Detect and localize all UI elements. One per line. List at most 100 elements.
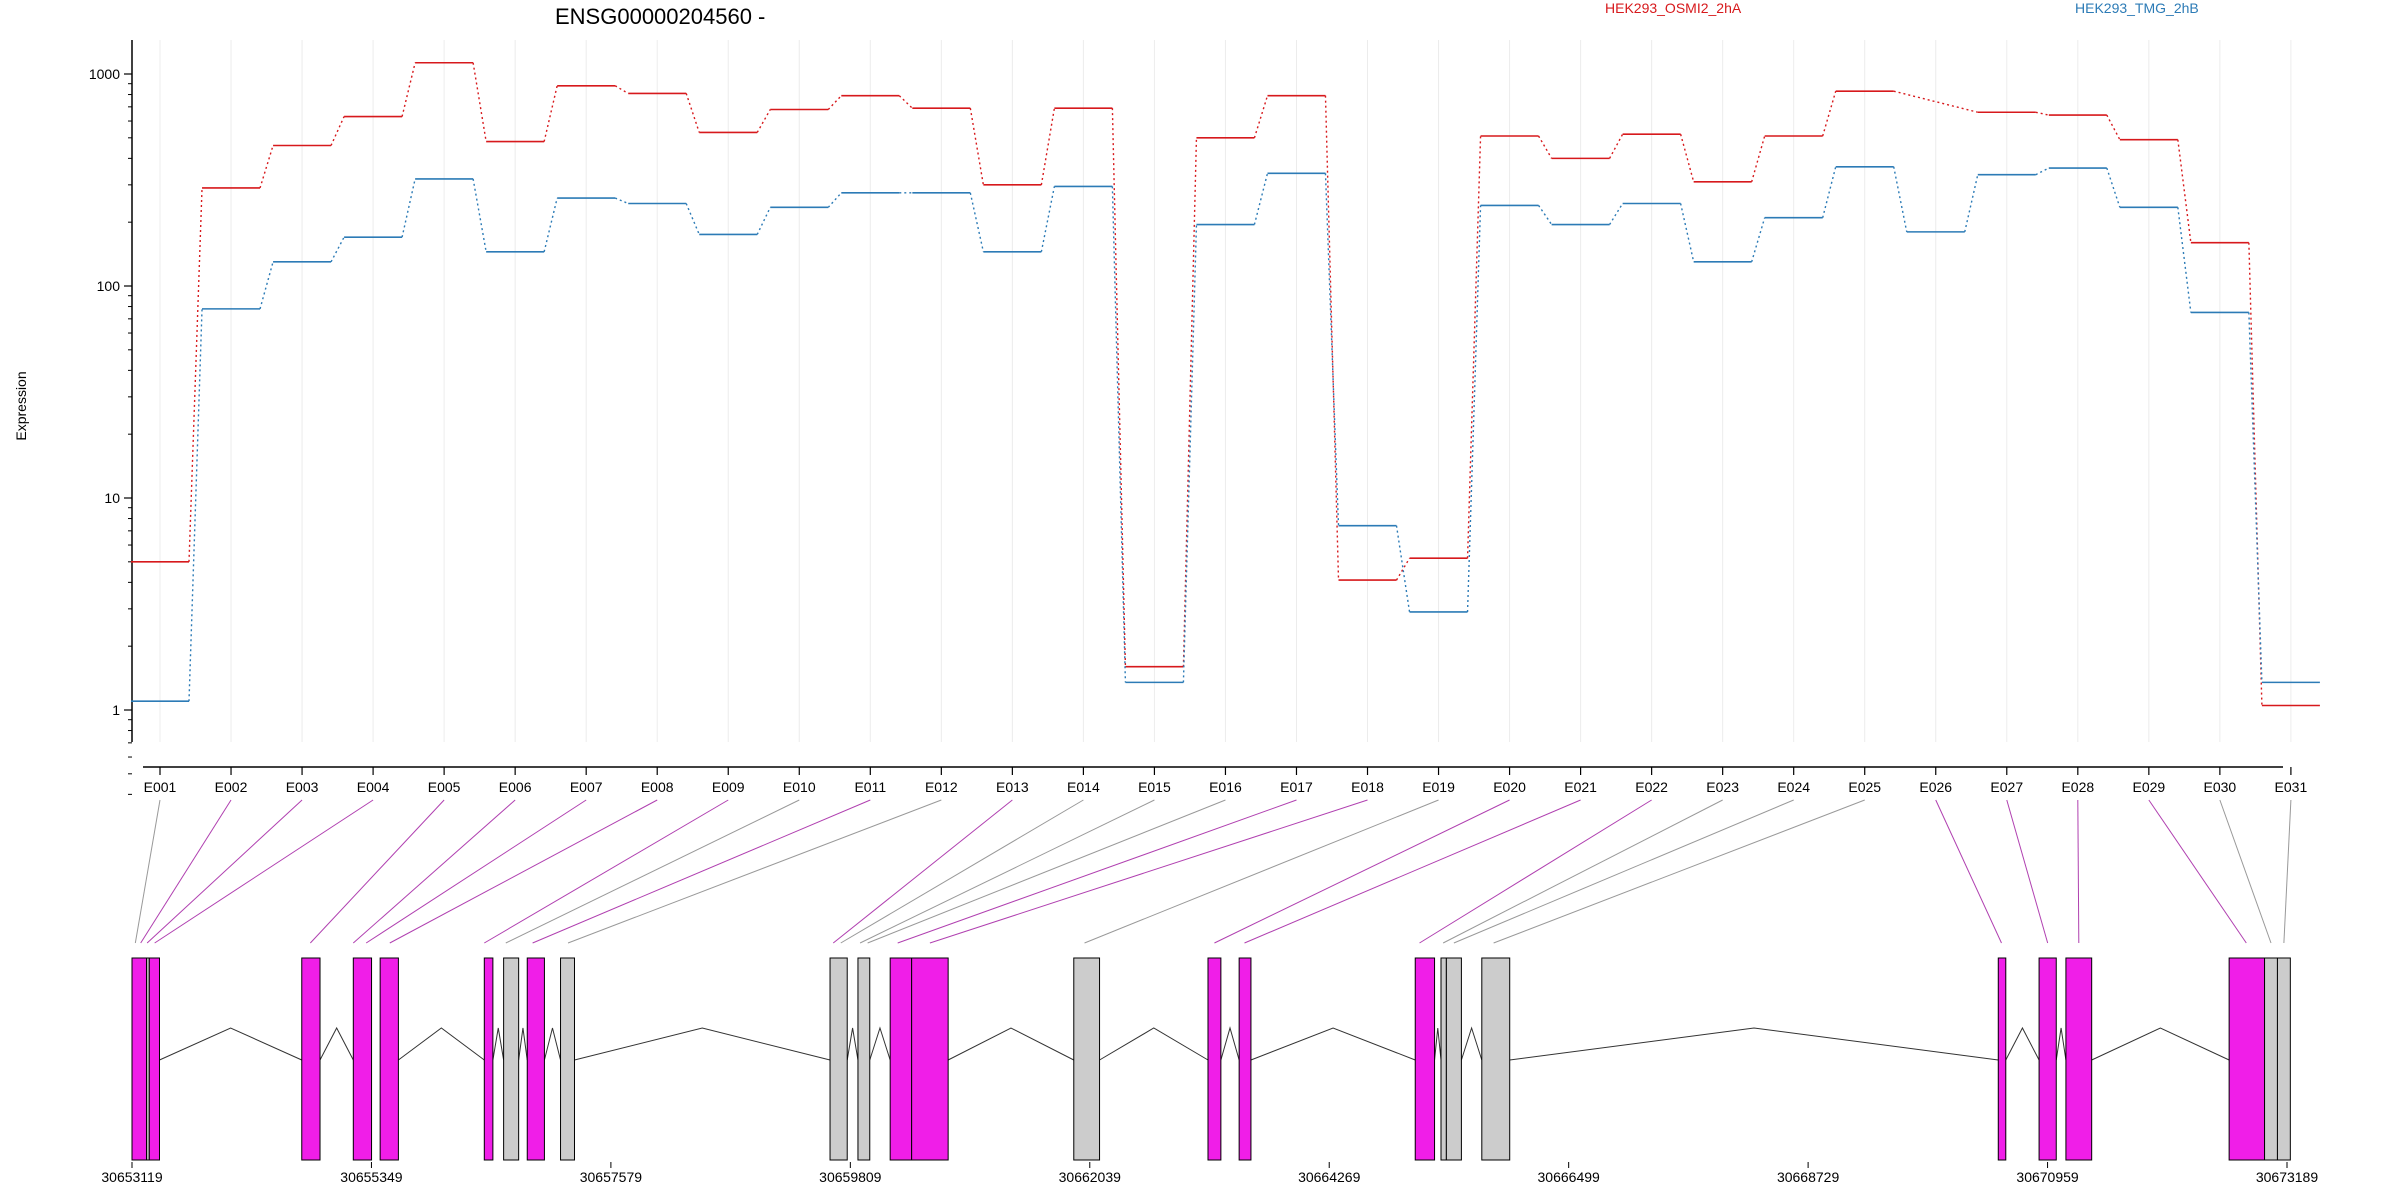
series-2-connector xyxy=(827,192,842,208)
x-tick-label-e020: E020 xyxy=(1493,779,1526,795)
genome-tick-label: 30655349 xyxy=(340,1169,403,1185)
x-tick-label-e007: E007 xyxy=(570,779,603,795)
connector-e029 xyxy=(2148,799,2247,944)
intron-1 xyxy=(159,1027,302,1061)
genome-tick-label: 30659809 xyxy=(819,1169,882,1185)
intron-7 xyxy=(574,1027,831,1061)
connector-e003 xyxy=(146,799,303,944)
x-tick-label-e012: E012 xyxy=(925,779,958,795)
series-2-connector xyxy=(2035,167,2050,176)
series-2-connector xyxy=(1466,205,1482,612)
x-tick-label-e003: E003 xyxy=(286,779,319,795)
series-1-connector xyxy=(401,62,416,117)
y-tick-label: 1000 xyxy=(89,66,120,82)
series-2-connector xyxy=(259,261,274,310)
x-tick-label-e027: E027 xyxy=(1990,779,2023,795)
x-tick-label-e005: E005 xyxy=(428,779,461,795)
x-tick-label-e024: E024 xyxy=(1777,779,1810,795)
connector-e019 xyxy=(1084,799,1439,944)
connector-e006 xyxy=(352,799,516,944)
exon-e027 xyxy=(2276,957,2291,1161)
series-2-connector xyxy=(1253,173,1269,225)
exon-e006 xyxy=(379,957,399,1161)
connector-e012 xyxy=(567,799,942,944)
connector-e009 xyxy=(484,799,729,944)
genome-tick-label: 30653119 xyxy=(101,1169,162,1185)
exon-e021 xyxy=(1481,957,1511,1161)
connector-e002 xyxy=(140,799,232,944)
exon-e011 xyxy=(829,957,848,1161)
connector-e018 xyxy=(929,799,1368,944)
series-2-connector xyxy=(472,178,487,252)
series-1-connector xyxy=(1537,135,1553,159)
x-tick-label-e013: E013 xyxy=(996,779,1029,795)
intron-13 xyxy=(1250,1027,1416,1061)
series-2-connector xyxy=(1609,203,1624,225)
series-2-connector xyxy=(188,308,203,702)
x-tick-label-e006: E006 xyxy=(499,779,532,795)
x-tick-label-e021: E021 xyxy=(1564,779,1597,795)
connector-e017 xyxy=(897,799,1297,944)
exon-e017 xyxy=(1238,957,1252,1161)
genome-tick-label: 30666499 xyxy=(1538,1169,1601,1185)
x-tick-label-e011: E011 xyxy=(854,779,886,795)
exon-e001 xyxy=(131,957,148,1161)
exon-e025 xyxy=(2228,957,2266,1161)
exon-e022 xyxy=(1997,957,2007,1161)
x-tick-label-e018: E018 xyxy=(1351,779,1384,795)
series-1-connector xyxy=(543,85,558,142)
exon-e023 xyxy=(2038,957,2057,1161)
intron-11 xyxy=(1099,1027,1209,1061)
genome-tick-label: 30673189 xyxy=(2256,1169,2319,1185)
x-tick-label-e009: E009 xyxy=(712,779,745,795)
connector-e013 xyxy=(832,799,1013,944)
series-1-connector xyxy=(1750,135,1766,183)
intron-19 xyxy=(2091,1027,2230,1061)
connector-e020 xyxy=(1214,799,1510,944)
exon-e015 xyxy=(1073,957,1101,1161)
x-tick-label-e001: E001 xyxy=(144,779,177,795)
vertical-gridlines xyxy=(159,40,2292,742)
series-2-connector xyxy=(330,236,345,263)
series-1-connector xyxy=(1466,135,1482,559)
x-tick-label-e028: E028 xyxy=(2061,779,2094,795)
series-1-connector xyxy=(259,145,274,189)
x-tick-label-e004: E004 xyxy=(357,779,390,795)
series-1-connector xyxy=(1324,95,1340,581)
chart-title: ENSG00000204560 - xyxy=(555,4,765,29)
exon-e026 xyxy=(2264,957,2278,1161)
connector-e030 xyxy=(2219,799,2272,944)
connector-e023 xyxy=(1442,799,1723,944)
x-tick-label-e019: E019 xyxy=(1422,779,1455,795)
series-1-connector xyxy=(898,95,913,109)
genome-tick-label: 30657579 xyxy=(580,1169,643,1185)
y-axis-label: Expression xyxy=(13,371,29,440)
connector-e011 xyxy=(532,799,871,944)
series-2-connector xyxy=(1679,203,1695,262)
series-2-connector xyxy=(1822,166,1837,218)
series-2-connector xyxy=(969,192,985,252)
exon-e012 xyxy=(857,957,871,1161)
intron-8 xyxy=(846,1027,859,1061)
intron-15 xyxy=(1460,1026,1483,1061)
intron-18 xyxy=(2055,1027,2067,1061)
connector-e025 xyxy=(1493,799,1865,944)
x-tick-label-e015: E015 xyxy=(1138,779,1171,795)
series-2-connector xyxy=(1395,525,1411,613)
exon-e019 xyxy=(1440,957,1447,1161)
series-1-connector xyxy=(827,95,842,110)
exon-e024 xyxy=(2065,957,2093,1161)
exon-e003 xyxy=(148,957,160,1161)
y-tick-label: 100 xyxy=(97,278,121,294)
exon-e010 xyxy=(560,957,575,1161)
x-tick-label-e025: E025 xyxy=(1848,779,1881,795)
connector-e010 xyxy=(505,799,800,944)
intron-16 xyxy=(1509,1027,1999,1061)
intron-6 xyxy=(543,1027,562,1061)
series-1-connector xyxy=(685,93,700,133)
x-tick-label-e008: E008 xyxy=(641,779,674,795)
series-2-connector xyxy=(543,197,558,252)
series-2-connector xyxy=(1893,166,1908,233)
series-2-connector xyxy=(1111,186,1127,683)
